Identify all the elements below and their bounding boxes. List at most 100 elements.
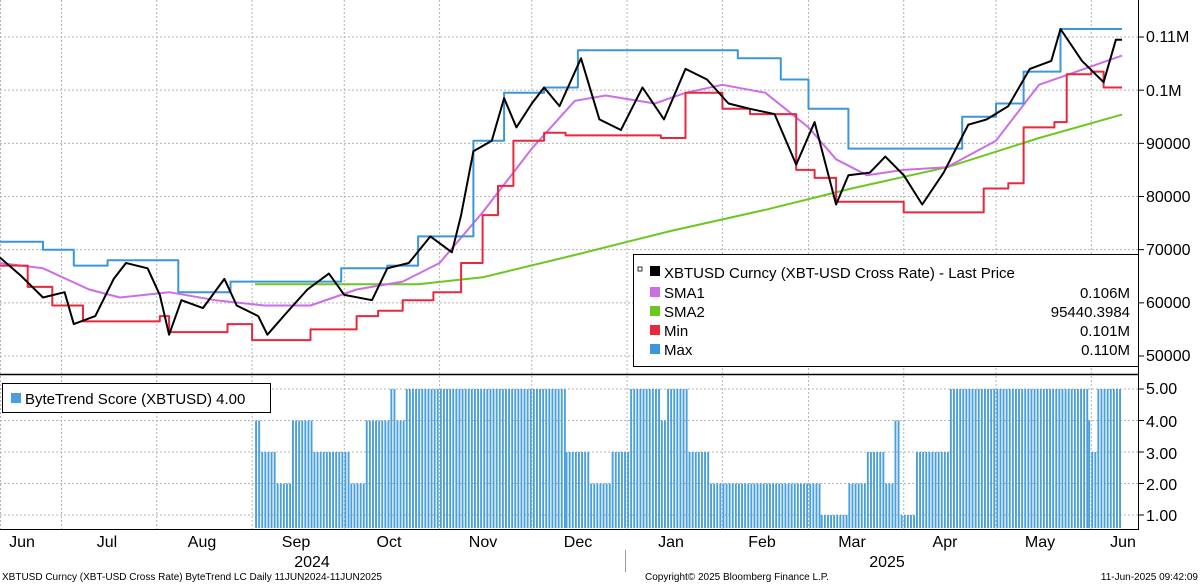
score-bar — [347, 452, 350, 528]
score-bar — [949, 389, 952, 528]
score-bar — [375, 420, 377, 528]
score-bar — [1052, 389, 1055, 528]
score-bar — [873, 452, 875, 528]
score-bar — [796, 483, 799, 528]
score-bar — [261, 452, 264, 528]
score-bar — [421, 389, 424, 528]
score-bar — [691, 452, 694, 528]
y-tick-label: 50000 — [1146, 348, 1191, 365]
score-bar — [1042, 389, 1045, 528]
score-bar — [772, 483, 774, 528]
score-bar — [599, 483, 602, 528]
score-bar — [378, 420, 381, 528]
score-bar — [728, 483, 731, 528]
score-bar — [412, 389, 414, 528]
score-bar — [418, 389, 421, 528]
score-bar — [289, 483, 291, 528]
score-bar — [1116, 389, 1118, 528]
score-bar — [574, 452, 577, 528]
legend-swatch-price — [650, 266, 660, 276]
score-bar — [1097, 389, 1100, 528]
score-bar — [1008, 389, 1011, 528]
min-line — [0, 70, 1122, 342]
score-bar — [298, 420, 301, 528]
x-tick-label: Sep — [282, 534, 311, 551]
score-bar — [1018, 389, 1020, 528]
score-bar — [940, 452, 943, 528]
score-bars — [255, 389, 1121, 528]
score-bar — [427, 389, 430, 528]
score-bar — [645, 389, 648, 528]
score-bar — [953, 389, 955, 528]
score-bar — [1080, 389, 1082, 528]
score-bar — [934, 452, 937, 528]
score-bar — [390, 389, 393, 528]
score-bar — [452, 389, 455, 528]
score-bar — [439, 389, 442, 528]
score-bar — [815, 483, 818, 528]
score-bar — [1011, 389, 1014, 528]
score-bar — [769, 483, 771, 528]
score-bar — [956, 389, 958, 528]
score-bar — [639, 389, 642, 528]
x-tick-label: Aug — [188, 534, 216, 551]
score-bar — [876, 452, 879, 528]
score-bar — [741, 483, 743, 528]
score-bar — [1036, 389, 1039, 528]
score-bar — [458, 389, 461, 528]
score-bar — [894, 420, 897, 528]
score-bar — [344, 452, 347, 528]
score-bar — [319, 452, 322, 528]
y-tick-label: 70000 — [1146, 242, 1191, 259]
score-bar — [775, 483, 778, 528]
score-bar — [335, 452, 338, 528]
score-bar — [1109, 389, 1112, 528]
score-bar — [642, 389, 645, 528]
score-bar — [467, 389, 470, 528]
score-bar — [455, 389, 458, 528]
score-bar — [664, 420, 666, 528]
score-bar — [670, 389, 673, 528]
score-bar — [307, 420, 310, 528]
score-bar — [888, 483, 891, 528]
score-bar — [809, 483, 812, 528]
score-bar — [931, 452, 934, 528]
footer-timestamp: 11-Jun-2025 09:42:09 — [1101, 572, 1199, 583]
score-bar — [584, 452, 587, 528]
score-bar — [827, 515, 829, 528]
score-bar — [820, 515, 823, 528]
score-bar — [1061, 389, 1064, 528]
score-bar — [784, 483, 787, 528]
score-bar — [651, 389, 654, 528]
score-bar — [722, 483, 725, 528]
score-bar — [508, 389, 510, 528]
score-bar — [470, 389, 473, 528]
score-bar — [359, 483, 362, 528]
score-bar — [682, 389, 685, 528]
score-bar — [1002, 389, 1005, 528]
x-tick-label: Jun — [9, 534, 35, 551]
score-bar — [854, 483, 857, 528]
score-bar — [621, 452, 623, 528]
score-legend-label: ByteTrend Score (XBTUSD) 4.00 — [25, 391, 245, 408]
score-bar — [667, 389, 669, 528]
score-bar — [523, 389, 526, 528]
x-tick-label: Nov — [469, 534, 497, 551]
score-bar — [1015, 389, 1017, 528]
score-bar — [987, 389, 989, 528]
score-bar — [329, 452, 331, 528]
score-bar — [916, 452, 918, 528]
score-bar — [486, 389, 489, 528]
score-bar — [870, 452, 872, 528]
score-bar — [980, 389, 983, 528]
score-bar — [602, 483, 605, 528]
sma1-line — [0, 54, 1123, 307]
score-bar — [1112, 389, 1115, 528]
score-bar — [539, 389, 541, 528]
legend-header: XBTUSD Curncy (XBT-USD Cross Rate) - Las… — [664, 265, 1015, 282]
score-bar — [258, 420, 261, 528]
legend-label-min: Min — [664, 323, 688, 340]
score-bar — [830, 515, 832, 528]
score-bar — [984, 389, 986, 528]
